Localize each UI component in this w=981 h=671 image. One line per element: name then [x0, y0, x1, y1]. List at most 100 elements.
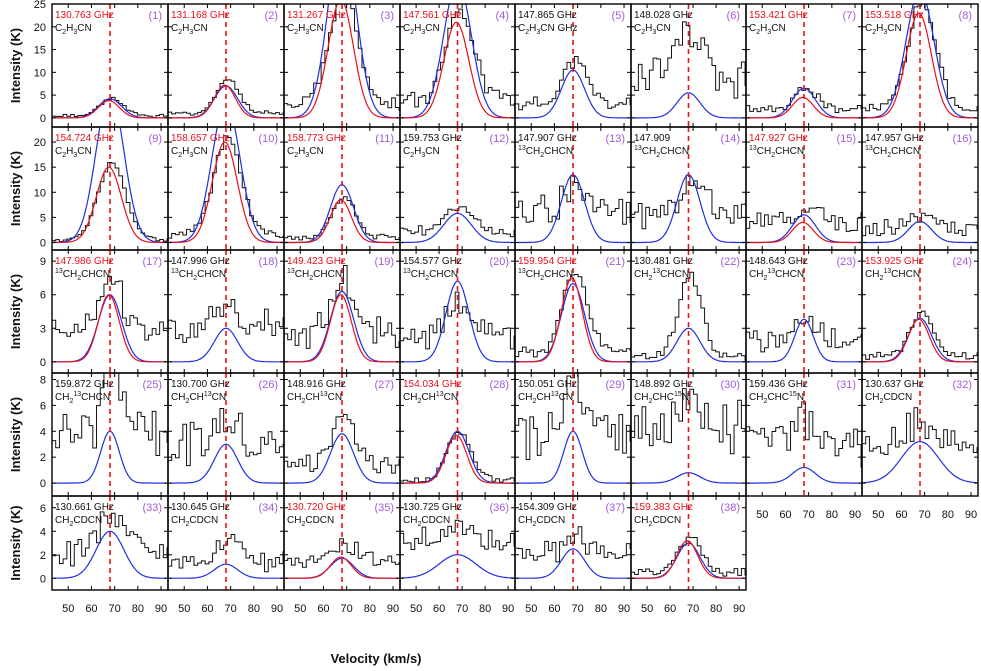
gaussian-fit-curve — [52, 166, 168, 244]
lte-model-curve — [168, 127, 284, 243]
frequency-label: 158.657 GHz — [171, 133, 230, 144]
molecule-label: C2H3CN — [287, 146, 324, 159]
observed-spectrum — [746, 87, 862, 114]
observed-spectrum — [515, 526, 631, 563]
x-tick-label: 50 — [294, 603, 306, 615]
molecule-label: C2H3CN — [865, 23, 902, 36]
molecule-label: CH2CDCN — [518, 515, 565, 528]
molecule-label: CH2CDCN — [55, 515, 102, 528]
x-axis-label: Velocity (km/s) — [330, 651, 421, 666]
x-tick-label: 90 — [271, 603, 283, 615]
panel-number: (10) — [258, 133, 278, 145]
panel-number: (4) — [496, 10, 509, 22]
panel-number: (11) — [375, 133, 394, 145]
y-tick-label: 6 — [40, 400, 46, 412]
y-axis-label: Intensity (K) — [8, 397, 23, 472]
panel-number: (31) — [836, 379, 856, 391]
spectrum-panel: 130.763 GHz C2H3CN (1) — [51, 3, 169, 128]
x-tick-label: 60 — [548, 603, 560, 615]
observed-spectrum — [284, 414, 400, 474]
lte-model-curve — [631, 92, 746, 119]
frequency-label: 158.773 GHz — [287, 133, 346, 144]
observed-spectrum — [631, 174, 746, 230]
x-tick-label: 70 — [225, 603, 237, 615]
x-tick-label: 70 — [109, 603, 121, 615]
observed-spectrum — [862, 407, 978, 455]
y-tick-label: 5 — [40, 90, 46, 102]
molecule-label: CH2CDCN — [403, 515, 450, 528]
spectrum-panel: 130.637 GHz CH2CDCN (32) — [861, 372, 979, 497]
x-tick-label: 50 — [62, 603, 74, 615]
observed-spectrum — [400, 291, 515, 350]
x-tick-label: 50 — [872, 509, 884, 521]
lte-model-curve — [168, 563, 284, 579]
panel-number: (24) — [952, 256, 972, 268]
molecule-label: C2H3CN — [749, 23, 786, 36]
panel-number: (8) — [959, 10, 972, 22]
x-tick-label: 80 — [595, 603, 607, 615]
frequency-label: 148.916 GHz — [287, 379, 346, 390]
observed-spectrum — [631, 536, 746, 577]
frequency-label: 147.561 GHz — [403, 10, 462, 21]
molecule-label: CH2CDCN — [287, 515, 334, 528]
panel-number: (26) — [258, 379, 278, 391]
y-tick-label: 4 — [40, 526, 46, 538]
x-tick-label: 90 — [502, 603, 514, 615]
frequency-label: 148.028 GHz — [634, 10, 693, 21]
panel-number: (36) — [489, 502, 509, 514]
observed-spectrum — [284, 265, 400, 349]
molecule-label: C2H3CN — [287, 23, 324, 36]
observed-spectrum — [515, 175, 631, 225]
observed-spectrum — [168, 79, 284, 116]
molecule-label: 13CH2CHCN — [865, 145, 920, 159]
spectrum-panel: 153.518 GHz C2H3CN (8) — [861, 3, 979, 128]
y-tick-label: 20 — [34, 137, 46, 149]
spectrum-panel: 158.773 GHz C2H3CN (11) — [283, 126, 401, 251]
frequency-label: 159.954 GHz — [518, 256, 577, 267]
panel-number: (1) — [149, 10, 162, 22]
y-tick-label: 0 — [40, 357, 46, 369]
frequency-label: 130.645 GHz — [171, 502, 230, 513]
observed-spectrum — [52, 373, 168, 456]
x-tick-label: 60 — [779, 509, 791, 521]
frequency-label: 147.996 GHz — [171, 256, 230, 267]
frequency-label: 130.481 GHz — [634, 256, 693, 267]
molecule-label: C2H3CN GHz — [518, 23, 578, 36]
gaussian-fit-curve — [284, 4, 400, 119]
y-tick-label: 10 — [34, 67, 46, 79]
frequency-label: 130.720 GHz — [287, 502, 346, 513]
x-tick-label: 50 — [178, 603, 190, 615]
observed-spectrum — [631, 388, 746, 455]
lte-model-curve — [400, 554, 515, 579]
frequency-label: 159.436 GHz — [749, 379, 808, 390]
molecule-label: CH2CDCN — [171, 515, 218, 528]
y-tick-label: 2 — [40, 452, 46, 464]
x-tick-label: 80 — [479, 603, 491, 615]
y-tick-label: 0 — [40, 573, 46, 585]
lte-model-curve — [168, 443, 284, 484]
molecule-label: CH2CH13CN — [287, 391, 342, 405]
gaussian-fit-curve — [284, 294, 400, 363]
panel-number: (18) — [258, 256, 278, 268]
gaussian-fit-curve — [52, 100, 168, 119]
spectrum-panel: 131.267 GHz C2H3CN (3) — [283, 3, 401, 128]
x-tick-label: 70 — [803, 509, 815, 521]
molecule-label: CH213CHCN — [634, 268, 689, 282]
frequency-label: 154.309 GHz — [518, 502, 577, 513]
lte-model-curve — [400, 4, 515, 119]
molecule-label: C2H3CN — [171, 23, 208, 36]
frequency-label: 130.661 GHz — [55, 502, 114, 513]
frequency-label: 131.267 GHz — [287, 10, 346, 21]
molecule-label: C2H3CN — [55, 23, 92, 36]
observed-spectrum — [168, 135, 284, 239]
molecule-label: 13CH2CHCN — [749, 145, 804, 159]
y-tick-label: 10 — [34, 187, 46, 199]
